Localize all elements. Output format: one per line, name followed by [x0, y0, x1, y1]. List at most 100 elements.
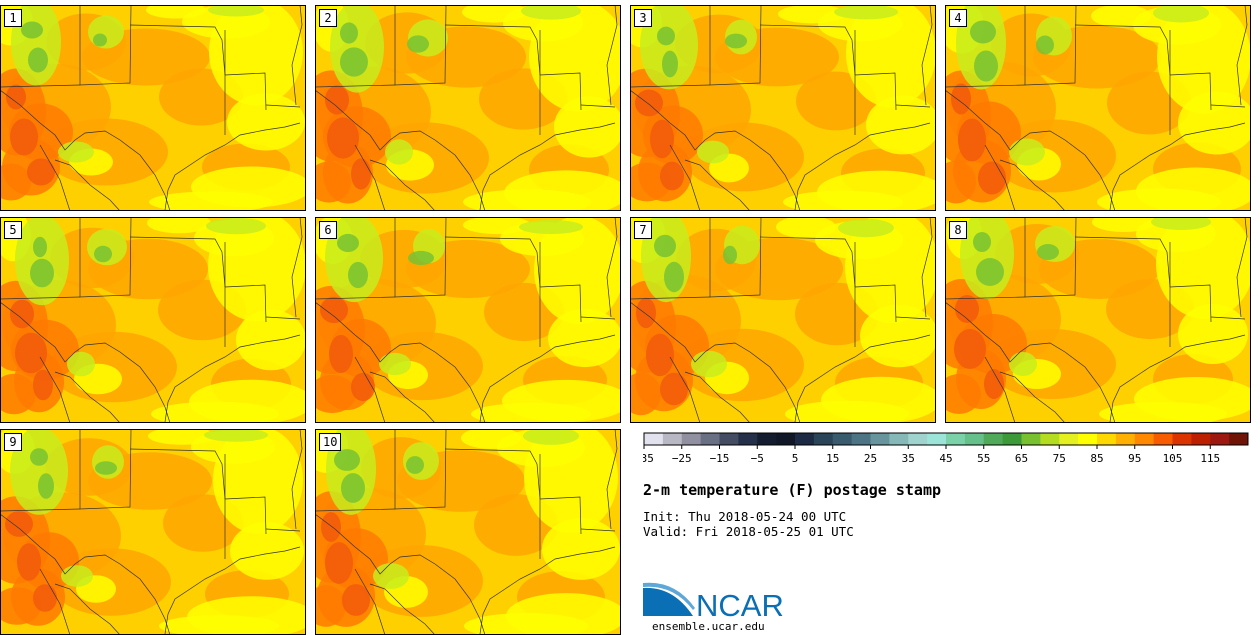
colorbar-tick-label: −35 — [643, 452, 654, 465]
colorbar-tick-label: 5 — [792, 452, 799, 465]
colorbar-segment — [946, 433, 966, 445]
temperature-region — [151, 401, 279, 423]
temperature-region — [640, 5, 698, 90]
ncar-logo-swoosh-icon — [643, 587, 693, 616]
colorbar-tick-label: 85 — [1090, 452, 1103, 465]
colorbar-segment — [1153, 433, 1173, 445]
border-line — [54, 583, 121, 635]
border-line — [945, 89, 1116, 211]
ncar-logo: NCAR — [643, 582, 784, 620]
temperature-region — [227, 93, 305, 151]
colorbar-segment — [1191, 433, 1211, 445]
member-label: 1 — [4, 9, 22, 27]
border-line — [394, 217, 447, 298]
temperature-region — [1178, 91, 1251, 155]
border-line — [315, 301, 486, 423]
temperature-region — [149, 191, 273, 211]
member-label: 4 — [949, 9, 967, 27]
border-line — [539, 496, 582, 535]
border-line — [630, 84, 711, 88]
temperature-region — [33, 369, 53, 401]
colorbar-segment — [1002, 433, 1022, 445]
member-panel: 3 — [630, 5, 936, 211]
border-line — [945, 84, 1026, 88]
member-panel: 2 — [315, 5, 621, 211]
temperature-region — [61, 565, 93, 587]
member-label: 5 — [4, 221, 22, 239]
temperature-map — [0, 429, 306, 635]
colorbar-segment — [719, 433, 739, 445]
temperature-region — [204, 429, 268, 442]
member-label: 9 — [4, 433, 22, 451]
valid-time: Valid: Fri 2018-05-25 01 UTC — [643, 524, 854, 539]
border-line — [315, 84, 396, 88]
border-line — [580, 104, 616, 108]
border-line — [684, 159, 751, 211]
colorbar-segment — [964, 433, 985, 445]
temperature-region — [30, 448, 48, 466]
temperature-region — [464, 613, 588, 635]
temperature-region — [978, 161, 1006, 195]
border-line — [759, 24, 856, 76]
colorbar-segment — [700, 433, 720, 445]
temperature-region — [337, 233, 359, 253]
colorbar-segment — [927, 433, 947, 445]
colorbar-segment — [644, 433, 664, 445]
temperature-region — [548, 308, 621, 368]
temperature-region — [407, 35, 429, 53]
colorbar-segment — [1040, 433, 1060, 445]
member-label: 2 — [319, 9, 337, 27]
border-line — [369, 159, 436, 211]
temperature-region — [342, 584, 370, 616]
border-line — [0, 513, 171, 635]
border-line — [1109, 122, 1246, 211]
border-line — [315, 508, 396, 512]
temperature-region — [945, 374, 981, 414]
temperature-region — [723, 245, 737, 265]
border-line — [54, 159, 121, 211]
colorbar-segment — [1059, 433, 1079, 445]
border-line — [0, 296, 81, 300]
border-line — [129, 24, 226, 76]
temperature-region — [646, 333, 674, 377]
border-line — [630, 89, 801, 211]
temperature-region — [315, 161, 351, 203]
temperature-region — [776, 217, 836, 239]
temperature-region — [148, 429, 216, 445]
colorbar-tick-label: −15 — [710, 452, 730, 465]
border-line — [1210, 316, 1246, 320]
colorbar-segment — [1229, 433, 1249, 445]
border-line — [224, 72, 267, 111]
temperature-region — [348, 261, 368, 289]
border-line — [1169, 284, 1212, 323]
temperature-region — [697, 140, 729, 164]
border-line — [539, 284, 582, 323]
temperature-region — [1178, 304, 1248, 364]
border-line — [606, 5, 618, 106]
border-line — [164, 334, 301, 423]
temperature-region — [691, 350, 727, 378]
border-line — [79, 429, 132, 510]
border-line — [354, 356, 386, 423]
temperature-map — [945, 5, 1251, 211]
temperature-map — [630, 5, 936, 211]
border-line — [794, 334, 931, 423]
temperature-map — [315, 429, 621, 635]
temperature-region — [406, 456, 424, 474]
border-line — [444, 24, 541, 76]
border-line — [79, 217, 132, 298]
temperature-region — [6, 84, 26, 110]
temperature-region — [1097, 188, 1221, 211]
border-line — [709, 5, 762, 86]
colorbar-tick-label: 35 — [902, 452, 915, 465]
temperature-region — [1036, 35, 1054, 55]
border-line — [129, 236, 226, 288]
colorbar-tick-label: 55 — [977, 452, 990, 465]
temperature-region — [664, 261, 684, 293]
border-line — [854, 72, 897, 111]
temperature-region — [635, 89, 663, 117]
border-line — [369, 371, 436, 423]
temperature-region — [373, 563, 409, 589]
member-label: 7 — [634, 221, 652, 239]
border-line — [669, 144, 701, 211]
